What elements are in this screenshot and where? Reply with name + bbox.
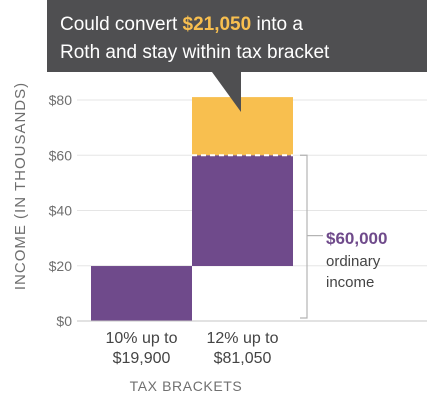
x-tick-label-line2: $19,900: [113, 350, 171, 367]
callout-line1: Could convert $21,050 into a: [60, 14, 303, 35]
x-tick-labels: 10% up to $19,900 12% up to $81,050: [105, 330, 278, 367]
annotation-line1: ordinary: [326, 253, 381, 270]
y-tick-label: $80: [49, 92, 73, 108]
callout-suffix: into a: [251, 14, 303, 35]
bar-segment-conversion: [192, 97, 293, 156]
annotation-line2: income: [326, 274, 374, 291]
x-tick-label-line2: $81,050: [214, 350, 272, 367]
annotation-bracket: [300, 154, 308, 319]
bar-segments: [91, 97, 293, 321]
y-tick-label: $0: [56, 313, 72, 329]
callout-line2: Roth and stay within tax bracket: [60, 42, 330, 63]
callout-pointer: [212, 72, 241, 112]
x-tick-label-line1: 12% up to: [206, 330, 278, 347]
y-tick-label: $40: [49, 203, 73, 219]
x-tick-label-line1: 10% up to: [105, 330, 177, 347]
y-tick-labels: $0 $20 $40 $60 $80: [49, 92, 73, 329]
bar-segment-ordinary: [192, 155, 293, 267]
x-axis-title: TAX BRACKETS: [130, 378, 243, 394]
callout-amount: $21,050: [183, 14, 252, 35]
callout-box: [47, 0, 427, 72]
y-axis-title: INCOME (IN THOUSANDS): [12, 82, 29, 290]
callout-prefix: Could convert: [60, 14, 183, 35]
callout: Could convert $21,050 into a Roth and st…: [47, 0, 427, 112]
y-tick-label: $20: [49, 258, 73, 274]
bar-segment-ordinary: [91, 266, 192, 321]
annotation-amount: $60,000: [326, 229, 387, 248]
y-tick-label: $60: [49, 147, 73, 163]
